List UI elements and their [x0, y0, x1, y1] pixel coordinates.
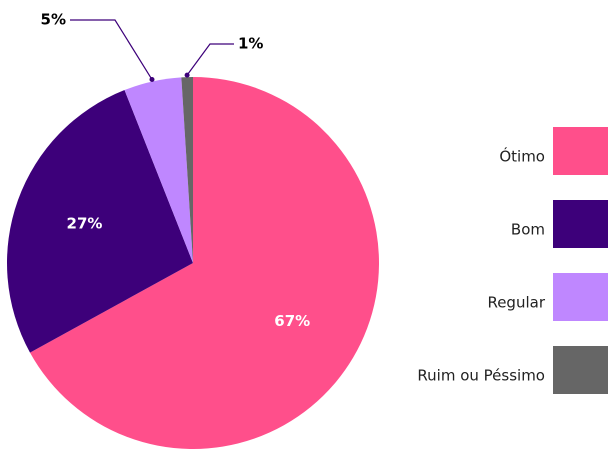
value-label: 67%	[274, 312, 310, 330]
legend-label: Bom	[511, 221, 545, 239]
legend-swatch	[553, 200, 608, 248]
legend-swatch	[553, 346, 608, 394]
leader-dot	[149, 77, 155, 83]
pie-slice	[6, 90, 194, 353]
leader-line	[70, 19, 153, 80]
leader-dot	[184, 72, 190, 78]
legend-label: Ótimo	[499, 147, 545, 166]
legend-label: Ruim ou Péssimo	[417, 367, 545, 385]
legend-swatch	[553, 273, 608, 321]
value-label: 27%	[67, 214, 103, 232]
leader-line	[186, 43, 234, 76]
value-label: 1%	[238, 35, 263, 53]
legend-swatch	[553, 127, 608, 175]
pie-slice	[30, 77, 380, 450]
pie-slice	[181, 77, 193, 263]
pie-slice	[124, 77, 193, 263]
legend-label: Regular	[487, 294, 545, 312]
value-label: 5%	[41, 11, 66, 29]
